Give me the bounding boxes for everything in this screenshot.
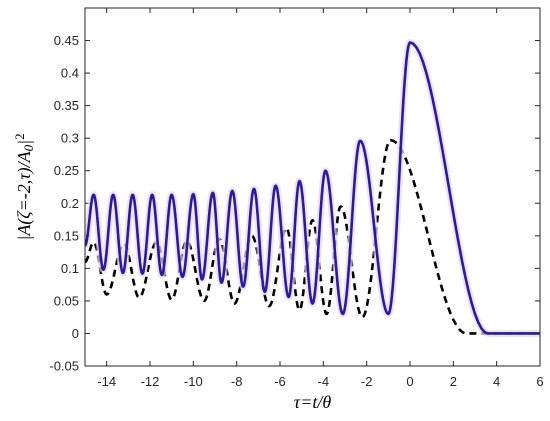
tick-labels: -14 -12 -10 -8 -6 -4 -2 0 2 4 6 -0.05 0 0.05 0.1 0.15 0.… — [49, 33, 543, 389]
x-tick-label: -10 — [184, 374, 203, 389]
axes-frame — [84, 7, 541, 367]
x-tick-label: 4 — [493, 374, 500, 389]
y-tick-label: 0.05 — [54, 293, 79, 308]
series-layer — [85, 39, 540, 337]
solid-series-line — [85, 41, 540, 335]
plot-frame — [84, 7, 541, 367]
x-tick-label: -12 — [141, 374, 160, 389]
x-tick-label: 0 — [406, 374, 413, 389]
y-tick-label: 0.4 — [61, 66, 79, 81]
x-tick-label: -6 — [274, 374, 286, 389]
y-tick-label: 0.45 — [54, 33, 79, 48]
y-tick-label: -0.05 — [49, 359, 79, 374]
y-tick-label: 0.1 — [61, 261, 79, 276]
y-tick-label: 0.35 — [54, 98, 79, 113]
x-axis-label: τ=t/θ — [294, 392, 332, 412]
y-tick-label: 0.25 — [54, 163, 79, 178]
y-tick-label: 0.15 — [54, 228, 79, 243]
x-tick-label: 6 — [536, 374, 543, 389]
y-axis-label: |A(ζ=-2,τ)/A0|2 — [12, 133, 36, 240]
x-tick-label: -2 — [361, 374, 373, 389]
x-tick-label: -4 — [318, 374, 330, 389]
x-tick-label: -8 — [231, 374, 243, 389]
y-tick-label: 0.2 — [61, 196, 79, 211]
x-tick-label: 2 — [450, 374, 457, 389]
y-tick-label: 0.3 — [61, 131, 79, 146]
x-tick-label: -14 — [97, 374, 116, 389]
y-tick-label: 0 — [72, 326, 79, 341]
